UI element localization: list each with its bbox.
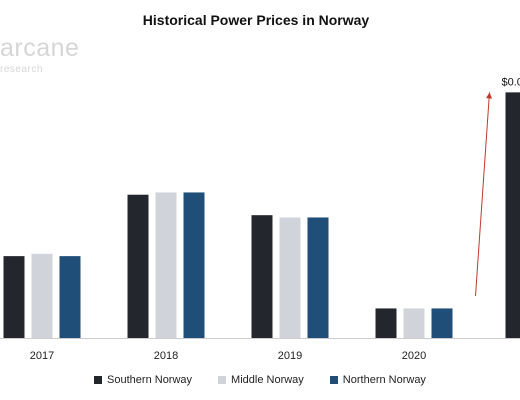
x-tick-label-2017: 2017 xyxy=(30,350,54,362)
legend-label: Northern Norway xyxy=(342,374,426,386)
watermark-logo: arcane xyxy=(0,34,80,62)
bar-2018-middle-norway xyxy=(155,192,177,338)
bar-2020-southern-norway xyxy=(375,308,397,338)
legend-label: Southern Norway xyxy=(107,374,193,386)
trend-arrow-head xyxy=(486,92,493,99)
bar-2017-middle-norway xyxy=(31,253,53,338)
bar-2017-northern-norway xyxy=(59,256,81,338)
x-tick-label-2019: 2019 xyxy=(278,350,302,362)
chart-title: Historical Power Prices in Norway xyxy=(142,12,370,28)
legend: Southern Norway Middle Norway Northern Nor… xyxy=(0,374,520,386)
legend-item-middle-norway: Middle Norway xyxy=(218,374,304,386)
data-label-0: $0.09 xyxy=(502,76,520,88)
bar-2018-northern-norway xyxy=(183,192,205,338)
bar-2020-middle-norway xyxy=(403,308,425,338)
bar-latest-southern-norway xyxy=(505,92,520,339)
legend-label: Middle Norway xyxy=(231,374,304,386)
legend-swatch xyxy=(329,376,338,384)
legend-item-northern-norway: Northern Norway xyxy=(329,374,426,386)
x-tick-label-2020: 2020 xyxy=(402,350,426,362)
watermark-subtitle: research xyxy=(0,64,43,75)
bar-2018-southern-norway xyxy=(127,194,149,338)
x-tick-label-2018: 2018 xyxy=(154,350,178,362)
bar-2019-middle-norway xyxy=(279,217,301,338)
bar-2020-northern-norway xyxy=(431,308,453,338)
legend-swatch xyxy=(94,376,103,384)
bar-2019-northern-norway xyxy=(307,217,329,338)
bar-2017-southern-norway xyxy=(3,256,25,338)
legend-item-southern-norway: Southern Norway xyxy=(94,374,192,386)
bar-2019-southern-norway xyxy=(251,215,273,338)
trend-arrow-line xyxy=(475,92,490,297)
legend-swatch xyxy=(218,376,227,384)
